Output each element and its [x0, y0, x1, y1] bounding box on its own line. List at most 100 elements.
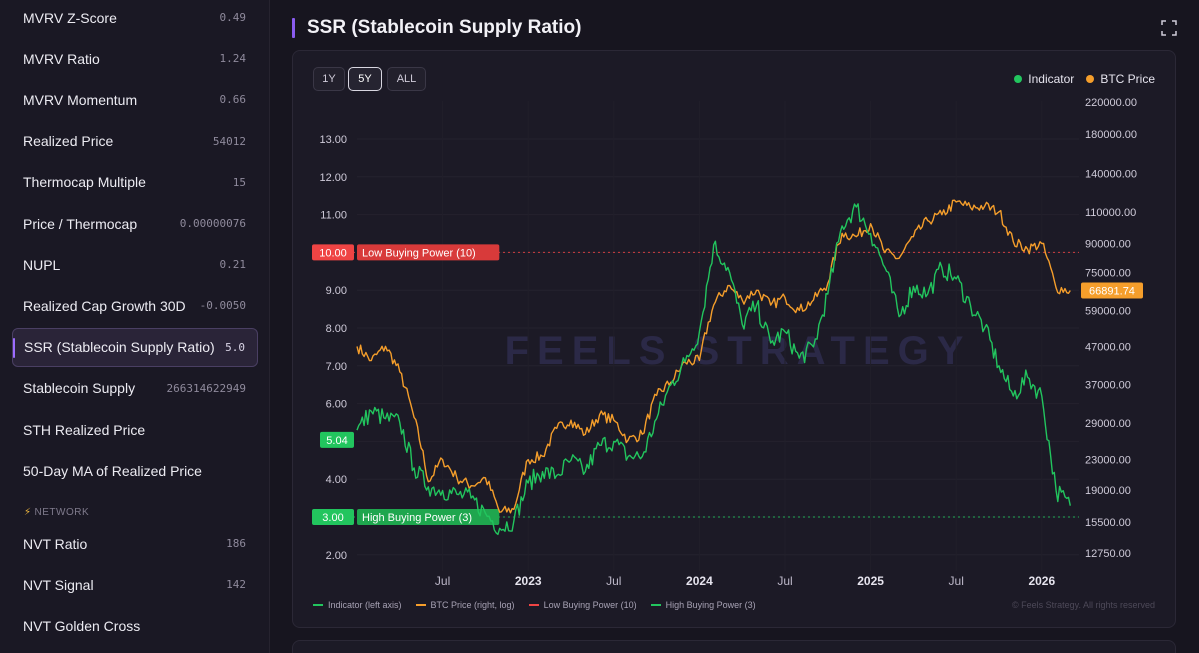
plot-area: [357, 101, 1079, 571]
bottom-legend-indicator: Indicator (left axis): [313, 600, 402, 610]
y-left-tick-label: 4.00: [326, 474, 347, 486]
bottom-legend-high: High Buying Power (3): [650, 600, 756, 610]
x-tick-label: 2026: [1028, 574, 1055, 588]
sidebar-item-label: MVRV Ratio: [23, 50, 100, 67]
reference-label-bg: [357, 244, 500, 261]
y-left-tick-label: 9.00: [326, 285, 347, 297]
watermark: FEELS STRATEGY: [505, 329, 972, 373]
sidebar-item-label: Realized Price: [23, 133, 114, 150]
x-tick-label: Jul: [606, 574, 621, 588]
y-right-tick-label: 15500.00: [1085, 517, 1131, 529]
fullscreen-icon[interactable]: [1161, 20, 1177, 36]
sidebar-item-mvrv-momentum[interactable]: MVRV Momentum 0.66: [12, 80, 258, 119]
y-right-tick-label: 140000.00: [1085, 169, 1137, 181]
sidebar-item-value: 1.24: [219, 52, 247, 66]
y-right-tick-label: 12750.00: [1085, 548, 1131, 560]
reference-tag-bg: [312, 244, 354, 261]
y-right-tick-label: 37000.00: [1085, 379, 1131, 391]
sidebar-item-realized-price[interactable]: Realized Price 54012: [12, 122, 258, 161]
y-left-tick-label: 6.00: [326, 399, 347, 411]
sidebar-item-label: Stablecoin Supply: [23, 380, 136, 397]
sidebar-item-mvrv-ratio[interactable]: MVRV Ratio 1.24: [12, 39, 258, 78]
bottom-legend: Indicator (left axis) BTC Price (right, …: [313, 600, 756, 610]
sidebar-item-label: SSR (Stablecoin Supply Ratio): [24, 339, 215, 356]
sidebar-item-ssr-stablecoin-supply-ratio[interactable]: SSR (Stablecoin Supply Ratio) 5.0: [12, 327, 258, 367]
next-card-edge: [292, 640, 1176, 653]
sidebar: MVRV Z-Score 0.49 MVRV Ratio 1.24 MVRV Momen…: [0, 0, 270, 653]
range-button-all[interactable]: ALL: [387, 67, 426, 91]
sidebar-item-label: 50-Day MA of Realized Price: [23, 462, 202, 479]
legend-dot-btc: [1086, 75, 1095, 83]
chart-legend: Indicator BTC Price: [1014, 72, 1155, 86]
legend-dot-indicator: [1014, 75, 1023, 83]
bolt-icon: ⚡: [24, 507, 32, 518]
sidebar-item-value: -0.0050: [199, 299, 246, 313]
sidebar-item-label: MVRV Z-Score: [23, 9, 117, 26]
range-button-1y[interactable]: 1Y: [313, 67, 345, 91]
sidebar-item-nvt-signal[interactable]: NVT Signal 142: [12, 565, 258, 604]
y-right-tick-label: 75000.00: [1085, 267, 1131, 279]
page-title: SSR (Stablecoin Supply Ratio): [307, 17, 582, 38]
sidebar-item-stablecoin-supply[interactable]: Stablecoin Supply 266314622949: [12, 369, 258, 408]
sidebar-item-sth-realized-price[interactable]: STH Realized Price: [12, 410, 258, 449]
sidebar-item-50-day-ma-of-realized-price[interactable]: 50-Day MA of Realized Price: [12, 451, 258, 490]
bottom-legend-btc: BTC Price (right, log): [415, 600, 515, 610]
x-tick-label: 2024: [686, 574, 713, 588]
y-right-tick-label: 29000.00: [1085, 418, 1131, 430]
sidebar-item-value: 15: [232, 175, 246, 189]
x-tick-label: 2025: [857, 574, 884, 588]
sidebar-item-thermocap-multiple[interactable]: Thermocap Multiple 15: [12, 163, 258, 202]
sidebar-item-value: 54012: [212, 134, 246, 148]
y-left-tick-label: 13.00: [319, 134, 347, 146]
sidebar-item-nvt-golden-cross[interactable]: NVT Golden Cross: [12, 606, 258, 645]
sidebar-item-label: Thermocap Multiple: [23, 174, 146, 191]
sidebar-item-price-thermocap[interactable]: Price / Thermocap 0.00000076: [12, 204, 258, 243]
chart-plot[interactable]: FEELS STRATEGY 13.00 12.00 11.00 10.00 9.00 8.…: [293, 51, 1177, 629]
current-btc-tag-bg: [1081, 282, 1143, 299]
sidebar-item-label: Price / Thermocap: [23, 215, 138, 232]
sidebar-item-realized-cap-growth-30d[interactable]: Realized Cap Growth 30D -0.0050: [12, 286, 258, 325]
series-line-btc-price[interactable]: [356, 199, 1071, 514]
series-line-indicator[interactable]: [356, 203, 1071, 536]
sidebar-item-mvrv-z-score[interactable]: MVRV Z-Score 0.49: [12, 0, 258, 37]
legend-label-indicator: Indicator: [1028, 72, 1075, 86]
sidebar-item-value: 142: [226, 578, 246, 592]
sidebar-item-label: NVT Golden Cross: [23, 617, 141, 634]
reference-tag-bg: [312, 509, 354, 525]
sidebar-item-value: 0.66: [219, 93, 247, 107]
x-tick-label: Jul: [435, 574, 450, 588]
current-btc-tag: 66891.74: [1089, 286, 1135, 298]
legend-item-btc[interactable]: BTC Price: [1086, 72, 1155, 86]
sidebar-item-value: 186: [226, 537, 246, 550]
sidebar-item-nvt-ratio[interactable]: NVT Ratio 186: [12, 524, 258, 563]
sidebar-item-value: 0.00000076: [179, 217, 246, 230]
sidebar-item-label: STH Realized Price: [23, 421, 146, 438]
network-section-label: ⚡ NETWORK: [24, 507, 89, 518]
range-button-5y[interactable]: 5Y: [348, 67, 382, 91]
y-right-tick-label: 180000.00: [1085, 129, 1137, 141]
reference-tag: 10.00: [319, 247, 347, 259]
y-left-tick-label: 8.00: [326, 323, 347, 335]
sidebar-item-label: Realized Cap Growth 30D: [23, 297, 186, 314]
sidebar-item-nupl[interactable]: NUPL 0.21: [12, 245, 258, 284]
reference-label: High Buying Power (3): [362, 512, 472, 524]
y-left-tick-label: 7.00: [326, 361, 347, 373]
main-panel: SSR (Stablecoin Supply Ratio) 1Y 5Y ALL In…: [270, 0, 1199, 653]
reference-label: Low Buying Power (10): [362, 247, 476, 259]
y-left-tick-label: 12.00: [319, 172, 347, 184]
y-left-tick-label: 11.00: [320, 210, 347, 222]
sidebar-item-label: NVT Ratio: [23, 535, 88, 552]
y-right-tick-label: 19000.00: [1085, 485, 1131, 497]
y-right-tick-label: 47000.00: [1085, 341, 1131, 353]
sidebar-item-value: 266314622949: [166, 381, 246, 395]
sidebar-item-value: 0.49: [219, 11, 247, 24]
copyright: © Feels Strategy. All rights reserved: [1011, 600, 1155, 610]
sidebar-item-value: 5.0: [225, 340, 245, 354]
legend-item-indicator[interactable]: Indicator: [1014, 72, 1074, 86]
y-right-tick-label: 110000.00: [1085, 207, 1136, 219]
reference-label-bg: [357, 509, 500, 525]
y-right-tick-label: 220000.00: [1085, 97, 1137, 109]
network-section-text: NETWORK: [34, 507, 90, 518]
x-tick-label: Jul: [777, 574, 792, 588]
sidebar-item-label: NUPL: [23, 256, 61, 273]
